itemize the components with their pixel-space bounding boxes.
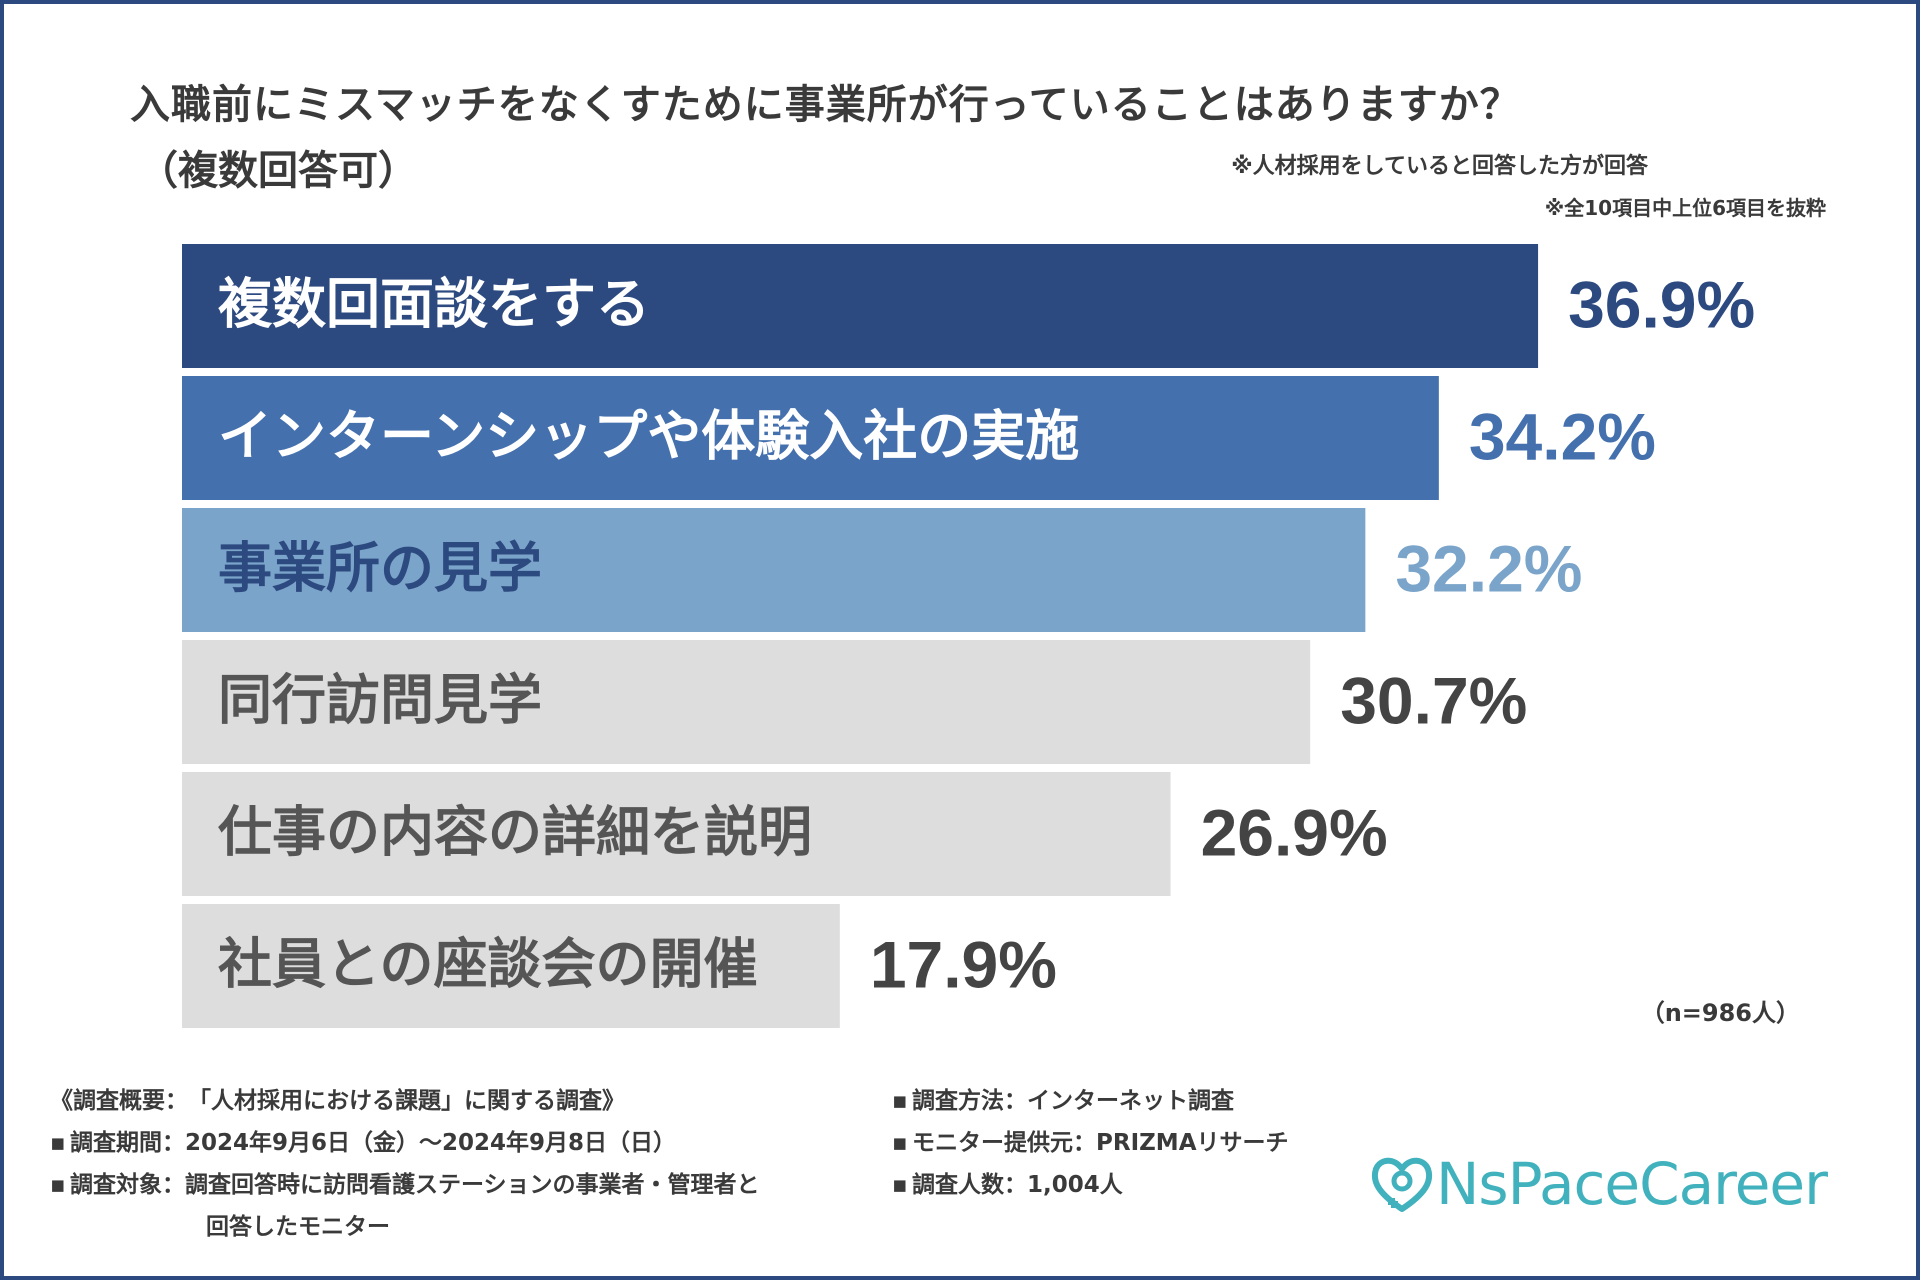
chart-subtitle: （複数回答可） — [138, 148, 418, 194]
survey-value: 回答したモニター — [206, 1214, 390, 1240]
survey-separator: ： — [162, 1130, 185, 1156]
bar-value-label: 32.2% — [1395, 531, 1582, 605]
survey-label: 調査概要 — [73, 1088, 165, 1114]
survey-value: 2024年9月6日（金）〜2024年9月8日（日） — [185, 1130, 677, 1156]
bar-chart: 複数回面談をする 36.9% インターンシップや体験入社の実施 34.2% 事業所の見学… — [182, 244, 1755, 1028]
survey-info-left: 《 調査概要 ： 「人材採用における課題」に関する調査》 ▪ 調査期間 ： 20… — [50, 1080, 760, 1248]
bar-1 — [182, 244, 1539, 368]
survey-row: ▪ 調査人数 ： 1,004人 — [892, 1164, 1289, 1206]
chart-title: 入職前にミスマッチをなくすために事業所が行っていることはありますか？ — [130, 82, 1521, 128]
survey-row: 《 調査概要 ： 「人材採用における課題」に関する調査》 — [50, 1080, 760, 1122]
bar-value-label: 26.9% — [1201, 795, 1388, 869]
bar-category-label: 社員との座談会の開催 — [218, 933, 757, 996]
survey-label: 調査期間 — [70, 1130, 162, 1156]
survey-row: ▪ 調査方法 ： インターネット調査 — [892, 1080, 1289, 1122]
bar-value-label: 34.2% — [1469, 399, 1656, 473]
survey-value: 調査回答時に訪問看護ステーションの事業者・管理者と — [185, 1172, 760, 1198]
survey-row: ▪ 調査期間 ： 2024年9月6日（金）〜2024年9月8日（日） — [50, 1122, 760, 1164]
survey-bullet: ▪ — [50, 1172, 66, 1198]
bar-category-label: 同行訪問見学 — [218, 669, 542, 732]
brand-logo: NsPaceCareer — [1368, 1150, 1828, 1218]
survey-bullet: 《 — [50, 1088, 73, 1114]
survey-label: 調査対象 — [70, 1172, 162, 1198]
bar-value-label: 30.7% — [1340, 663, 1527, 737]
logo-text: NsPaceCareer — [1436, 1150, 1828, 1218]
survey-separator: ： — [165, 1088, 188, 1114]
bar-5 — [182, 772, 1171, 896]
sample-size: （n=986人） — [1640, 999, 1800, 1027]
bar-3 — [182, 508, 1366, 632]
survey-label: モニター提供元 — [912, 1130, 1073, 1156]
survey-value: PRIZMAリサーチ — [1096, 1130, 1289, 1156]
bar-value-label: 17.9% — [870, 927, 1057, 1001]
bar-category-label: 仕事の内容の詳細を説明 — [218, 801, 812, 864]
survey-row: ▪ 調査対象 ： 調査回答時に訪問看護ステーションの事業者・管理者と — [50, 1164, 760, 1206]
bar-4 — [182, 640, 1311, 764]
survey-value: インターネット調査 — [1027, 1088, 1234, 1114]
survey-separator: ： — [1004, 1088, 1027, 1114]
survey-separator: ： — [1004, 1172, 1027, 1198]
bar-6 — [182, 904, 840, 1028]
survey-label: 調査人数 — [912, 1172, 1004, 1198]
survey-info-right: ▪ 調査方法 ： インターネット調査 ▪ モニター提供元 ： PRIZMAリサー… — [892, 1080, 1289, 1206]
bar-value-label: 36.9% — [1568, 267, 1755, 341]
bar-category-label: 複数回面談をする — [218, 273, 650, 336]
survey-separator: ： — [1073, 1130, 1096, 1156]
survey-value: 「人材採用における課題」に関する調査》 — [188, 1088, 625, 1114]
bar-category-label: インターンシップや体験入社の実施 — [218, 405, 1079, 468]
selection-note: ※全10項目中上位6項目を抜粋 — [1544, 196, 1826, 220]
survey-bullet: ▪ — [892, 1172, 908, 1198]
bar-2 — [182, 376, 1439, 500]
survey-row: ▪ モニター提供元 ： PRIZMAリサーチ — [892, 1122, 1289, 1164]
bar-category-label: 事業所の見学 — [218, 537, 542, 600]
heart-nurse-icon — [1371, 1157, 1433, 1212]
respondent-note: ※人材採用をしていると回答した方が回答 — [1231, 154, 1648, 179]
survey-label: 調査方法 — [912, 1088, 1004, 1114]
survey-separator: ： — [162, 1172, 185, 1198]
survey-bullet: ▪ — [892, 1088, 908, 1114]
survey-bullet: ▪ — [892, 1130, 908, 1156]
survey-bullet: ▪ — [50, 1130, 66, 1156]
survey-value: 1,004人 — [1027, 1172, 1123, 1198]
survey-row: 回答したモニター — [50, 1206, 760, 1248]
